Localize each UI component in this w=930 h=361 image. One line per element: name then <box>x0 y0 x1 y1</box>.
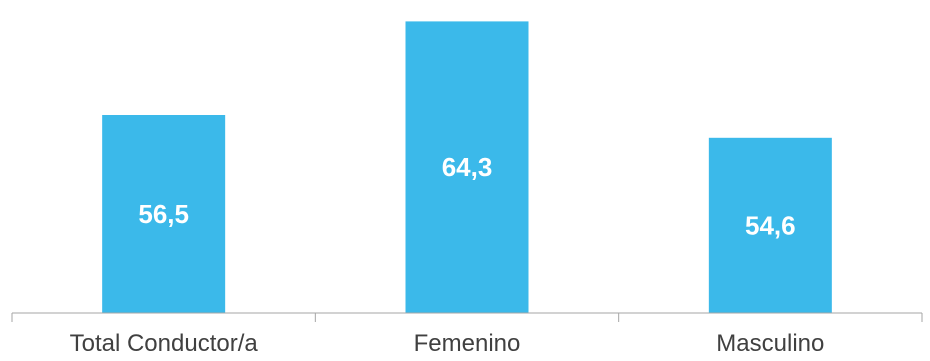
bar-value-labels-group: 56,5 64,3 54,6 <box>138 152 795 240</box>
category-label-3: Masculino <box>716 330 824 357</box>
bar-value-label-3: 54,6 <box>745 210 796 240</box>
bar-value-label-1: 56,5 <box>138 199 189 229</box>
bar-3 <box>708 137 832 313</box>
bar-value-label-2: 64,3 <box>442 152 493 182</box>
bar-2 <box>405 21 529 314</box>
bars-group <box>102 21 832 314</box>
x-axis-ticks-group <box>11 313 923 322</box>
category-labels-group: Total Conductor/a Femenino Masculino <box>70 330 825 357</box>
category-label-1: Total Conductor/a <box>70 330 259 357</box>
bar-1 <box>102 115 226 313</box>
category-label-2: Femenino <box>414 330 521 357</box>
